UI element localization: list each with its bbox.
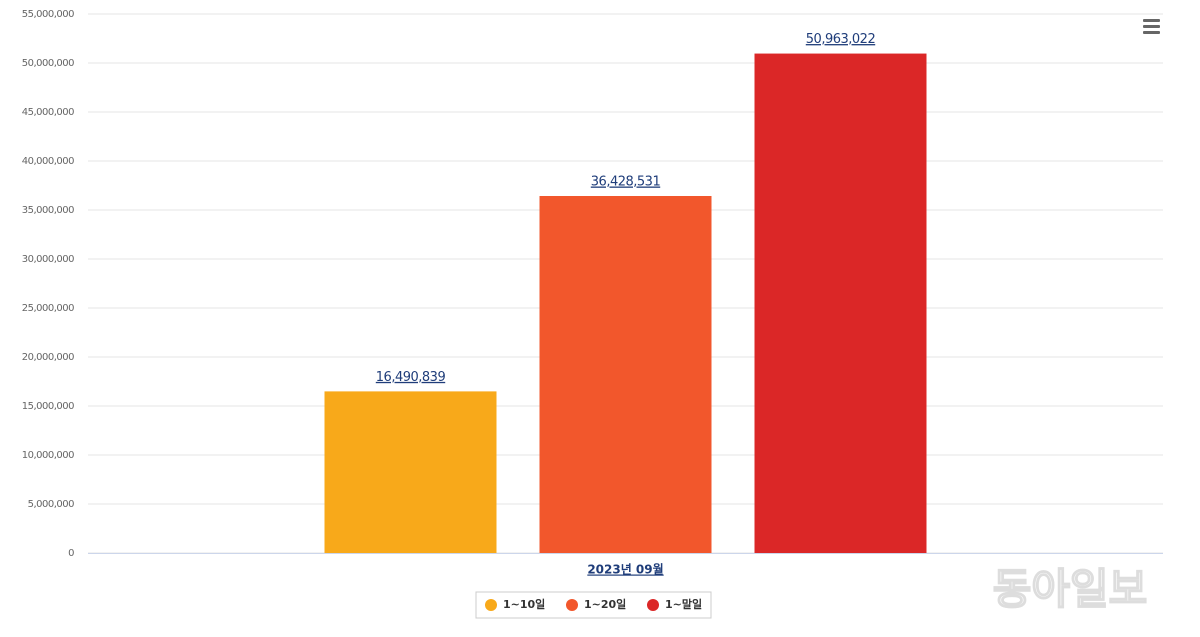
- y-tick-label: 5,000,000: [28, 499, 75, 510]
- y-tick-label: 0: [68, 548, 74, 559]
- legend-marker: [566, 599, 578, 611]
- y-tick-label: 35,000,000: [22, 205, 74, 216]
- legend-label: 1~말일: [665, 597, 702, 611]
- y-tick-label: 10,000,000: [22, 450, 74, 461]
- legend-box: [475, 591, 712, 619]
- menu-bar: [1143, 31, 1160, 34]
- legend-label: 1~20일: [584, 597, 626, 611]
- y-tick-label: 50,000,000: [22, 58, 74, 69]
- watermark: 동아일보: [993, 565, 1148, 614]
- legend-marker: [647, 599, 659, 611]
- y-tick-label: 45,000,000: [22, 107, 74, 118]
- y-tick-label: 20,000,000: [22, 352, 74, 363]
- y-tick-label: 30,000,000: [22, 254, 74, 265]
- menu-icon[interactable]: [1143, 19, 1160, 34]
- legend-marker: [485, 599, 497, 611]
- legend-label: 1~10일: [503, 597, 545, 611]
- y-tick-label: 25,000,000: [22, 303, 74, 314]
- data-label: 50,963,022: [806, 32, 875, 47]
- y-tick-label: 15,000,000: [22, 401, 74, 412]
- bar: [539, 196, 712, 553]
- y-tick-label: 55,000,000: [22, 9, 74, 20]
- menu-bar: [1143, 19, 1160, 22]
- y-tick-label: 40,000,000: [22, 156, 74, 167]
- bar: [754, 53, 927, 554]
- data-label: 36,428,531: [591, 175, 661, 190]
- x-tick-label: 2023년 09월: [587, 562, 663, 577]
- bar: [324, 391, 497, 553]
- menu-bar: [1143, 25, 1160, 28]
- data-label: 16,490,839: [376, 370, 446, 385]
